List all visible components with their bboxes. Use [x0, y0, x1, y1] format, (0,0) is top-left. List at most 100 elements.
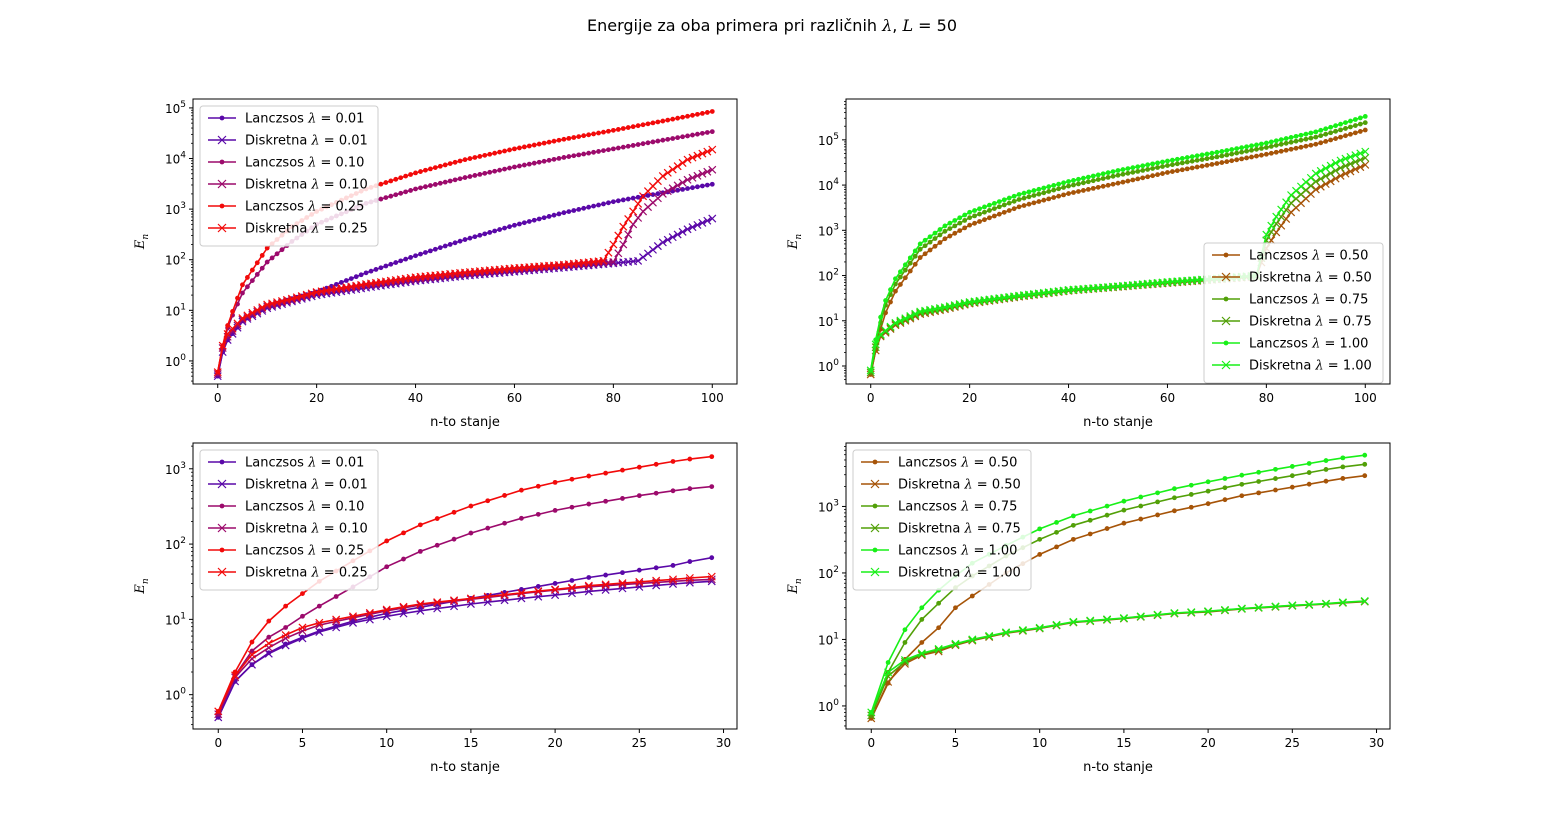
data-point: [334, 281, 339, 287]
data-point: [678, 178, 687, 187]
data-point: [932, 230, 938, 236]
data-point: [1115, 180, 1121, 186]
data-point: [639, 253, 648, 262]
data-point: [1130, 165, 1136, 171]
data-point: [1061, 185, 1066, 190]
data-point: [254, 272, 260, 277]
data-point: [485, 498, 491, 504]
data-point: [1080, 180, 1086, 186]
data-point: [619, 222, 628, 231]
data-point: [1135, 176, 1141, 182]
data-point: [213, 368, 222, 377]
data-point: [919, 605, 925, 611]
data-point: [1036, 191, 1042, 197]
data-point: [655, 119, 661, 125]
data-point: [1179, 167, 1185, 173]
data-point: [1125, 166, 1131, 172]
data-point: [591, 203, 596, 209]
data-point: [1259, 145, 1264, 151]
data-point: [1283, 140, 1289, 146]
data-point: [502, 493, 507, 498]
legend-marker: [219, 115, 225, 121]
data-point: [1308, 130, 1314, 136]
data-point: [991, 213, 997, 219]
data-point: [1209, 150, 1215, 156]
legend-label: Diskretna λ = 0.25: [245, 222, 368, 237]
plot-area: [866, 113, 1370, 379]
data-point: [432, 246, 438, 252]
legend-label: Lanczsos λ = 1.00: [1249, 337, 1368, 352]
data-point: [266, 618, 272, 624]
data-point: [690, 112, 695, 118]
data-point: [619, 240, 628, 249]
data-point: [552, 581, 558, 586]
data-point: [332, 623, 341, 632]
data-point: [243, 311, 252, 320]
data-point: [581, 133, 587, 139]
data-point: [586, 501, 592, 507]
data-point: [1338, 127, 1343, 133]
data-point: [947, 226, 953, 231]
data-point: [1278, 137, 1284, 143]
data-point: [214, 707, 223, 716]
data-point: [348, 612, 358, 621]
data-point: [245, 275, 250, 280]
data-point: [1199, 157, 1205, 162]
x-tick-label: 80: [1259, 391, 1274, 405]
data-point: [497, 167, 503, 173]
title-L-value: = 50: [913, 16, 957, 35]
data-point: [650, 192, 656, 197]
data-point: [517, 145, 522, 151]
data-point: [274, 251, 280, 257]
data-point: [977, 211, 982, 217]
axes-frame: [192, 98, 738, 385]
data-point: [690, 132, 695, 138]
data-point: [1239, 481, 1245, 487]
data-point: [338, 280, 344, 285]
data-point: [620, 144, 626, 150]
data-point: [1145, 162, 1151, 168]
data-point: [586, 204, 592, 210]
data-point: [281, 641, 290, 650]
data-point: [660, 137, 666, 143]
data-point: [1328, 137, 1334, 143]
data-point: [1259, 141, 1264, 147]
data-point: [315, 627, 324, 637]
legend-label: Lanczsos λ = 0.25: [245, 200, 364, 215]
data-point: [393, 176, 399, 182]
data-point: [982, 209, 987, 215]
data-point: [535, 483, 541, 489]
data-point: [1066, 191, 1071, 196]
data-point: [603, 498, 609, 504]
data-point: [1087, 508, 1093, 514]
data-point: [1189, 154, 1195, 160]
data-point: [358, 272, 364, 278]
data-point: [653, 242, 662, 251]
data-point: [468, 530, 474, 536]
data-point: [1090, 178, 1096, 184]
legend-marker: [217, 479, 227, 489]
data-point: [601, 129, 606, 135]
data-point: [1360, 597, 1369, 606]
data-point: [552, 508, 558, 513]
data-point: [1031, 193, 1037, 198]
data-point: [268, 299, 277, 308]
data-point: [1066, 183, 1071, 189]
data-point: [1006, 208, 1012, 213]
data-point: [953, 605, 958, 611]
data-point: [670, 116, 676, 122]
data-point: [601, 201, 606, 207]
data-point: [519, 487, 524, 493]
data-point: [457, 158, 463, 164]
data-point: [1273, 466, 1278, 472]
data-point: [1293, 138, 1299, 144]
data-point: [417, 522, 423, 528]
data-point: [1052, 620, 1061, 629]
data-point: [477, 154, 483, 159]
data-point: [1222, 497, 1228, 503]
data-point: [485, 525, 491, 531]
data-point: [230, 309, 235, 314]
legend-box: [1203, 242, 1384, 384]
data-point: [1165, 170, 1170, 175]
data-point: [1259, 152, 1264, 158]
